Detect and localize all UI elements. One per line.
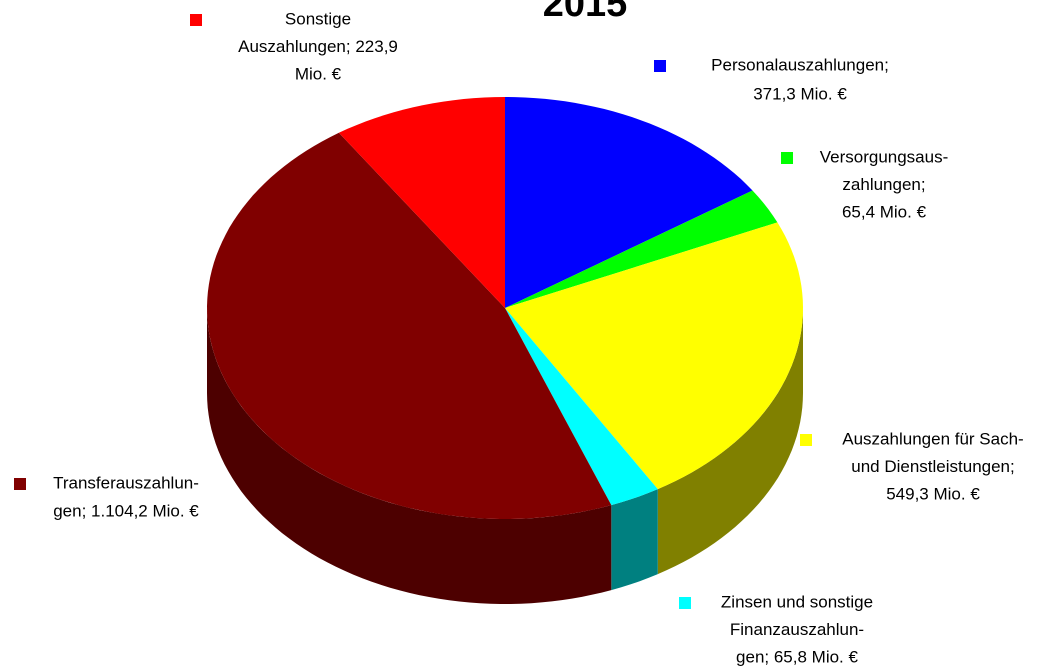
data-label: Versorgungsaus- [820, 147, 949, 166]
data-label: gen; 65,8 Mio. € [736, 647, 858, 666]
data-label: Zinsen und sonstige [721, 592, 873, 611]
legend-swatch [679, 597, 691, 609]
data-label: 65,4 Mio. € [842, 202, 927, 221]
data-label: Auszahlungen; 223,9 [238, 37, 398, 56]
slice-side [657, 308, 803, 575]
data-label: Finanzauszahlun- [730, 620, 864, 639]
data-label: Transferauszahlun- [53, 473, 199, 492]
legend-swatch [800, 434, 812, 446]
legend-swatch [14, 478, 26, 490]
legend-swatch [654, 60, 666, 72]
data-label: 549,3 Mio. € [886, 484, 980, 503]
legend-swatch [190, 14, 202, 26]
slice [505, 97, 753, 308]
data-label: Auszahlungen für Sach- [842, 429, 1023, 448]
chart-title: 2015 [543, 0, 628, 25]
data-label: zahlungen; [842, 175, 925, 194]
slice [207, 132, 612, 520]
data-label: 371,3 Mio. € [753, 84, 847, 103]
data-label: Personalauszahlungen; [711, 55, 889, 74]
data-label: Sonstige [285, 9, 351, 28]
slice [505, 308, 658, 506]
legend-swatch [781, 152, 793, 164]
data-label: und Dienstleistungen; [851, 457, 1015, 476]
data-label: gen; 1.104,2 Mio. € [53, 501, 199, 520]
slice-side [207, 308, 612, 604]
slice [338, 97, 505, 308]
slice [505, 222, 803, 490]
data-label: Mio. € [295, 64, 342, 83]
slice-side [611, 489, 658, 591]
slice [505, 190, 778, 308]
